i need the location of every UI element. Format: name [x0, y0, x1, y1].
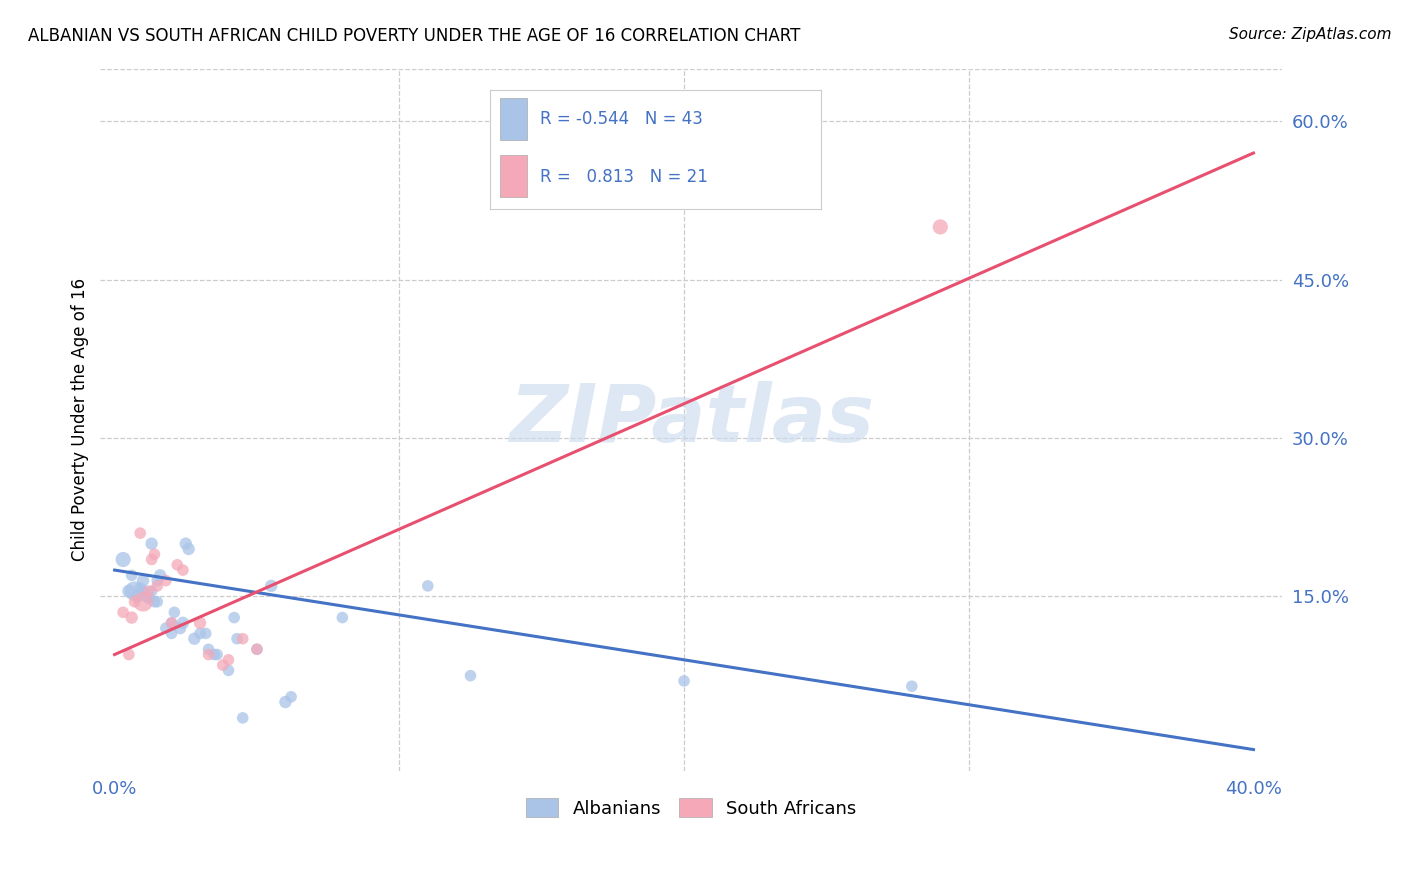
Point [194, 626, 217, 640]
Point [146, 595, 169, 609]
Point [673, 673, 696, 688]
Point [460, 668, 482, 682]
Point [205, 648, 228, 662]
Point [143, 547, 166, 561]
Point [226, 632, 249, 646]
Point [177, 541, 200, 556]
Point [166, 558, 188, 572]
Point [124, 595, 146, 609]
Point [172, 563, 194, 577]
Point [274, 695, 297, 709]
Point [141, 584, 163, 599]
Point [138, 591, 160, 606]
Point [218, 664, 240, 678]
Point [138, 584, 160, 599]
Point [172, 615, 194, 630]
Point [246, 642, 269, 657]
Point [132, 595, 155, 609]
Text: ALBANIAN VS SOUTH AFRICAN CHILD POVERTY UNDER THE AGE OF 16 CORRELATION CHART: ALBANIAN VS SOUTH AFRICAN CHILD POVERTY … [28, 27, 800, 45]
Point [202, 648, 225, 662]
Point [155, 574, 177, 588]
Point [129, 581, 152, 595]
Legend: Albanians, South Africans: Albanians, South Africans [519, 790, 863, 825]
Point [929, 219, 952, 234]
Point [232, 632, 254, 646]
Point [132, 584, 155, 599]
Point [183, 632, 205, 646]
Point [146, 579, 169, 593]
Point [197, 642, 219, 657]
Y-axis label: Child Poverty Under the Age of 16: Child Poverty Under the Age of 16 [72, 278, 89, 561]
Point [127, 590, 149, 604]
Text: ZIPatlas: ZIPatlas [509, 381, 873, 458]
Point [112, 605, 135, 619]
Point [149, 568, 172, 582]
Point [124, 584, 146, 599]
Point [211, 658, 233, 673]
Point [232, 711, 254, 725]
Point [141, 552, 163, 566]
Point [260, 579, 283, 593]
Point [246, 642, 269, 657]
Point [332, 610, 354, 624]
Point [141, 537, 163, 551]
Text: Source: ZipAtlas.com: Source: ZipAtlas.com [1229, 27, 1392, 42]
Point [160, 615, 183, 630]
Point [188, 626, 211, 640]
Point [112, 552, 135, 566]
Point [121, 610, 143, 624]
Point [163, 605, 186, 619]
Point [146, 574, 169, 588]
Point [129, 526, 152, 541]
Point [188, 615, 211, 630]
Point [132, 574, 155, 588]
Point [160, 615, 183, 630]
Point [118, 584, 141, 599]
Point [174, 537, 197, 551]
Point [197, 648, 219, 662]
Point [169, 621, 191, 635]
Point [135, 590, 157, 604]
Point [118, 648, 141, 662]
Point [416, 579, 439, 593]
Point [224, 610, 246, 624]
Point [121, 568, 143, 582]
Point [218, 653, 240, 667]
Point [143, 595, 166, 609]
Point [160, 626, 183, 640]
Point [901, 679, 924, 693]
Point [280, 690, 302, 704]
Point [155, 621, 177, 635]
